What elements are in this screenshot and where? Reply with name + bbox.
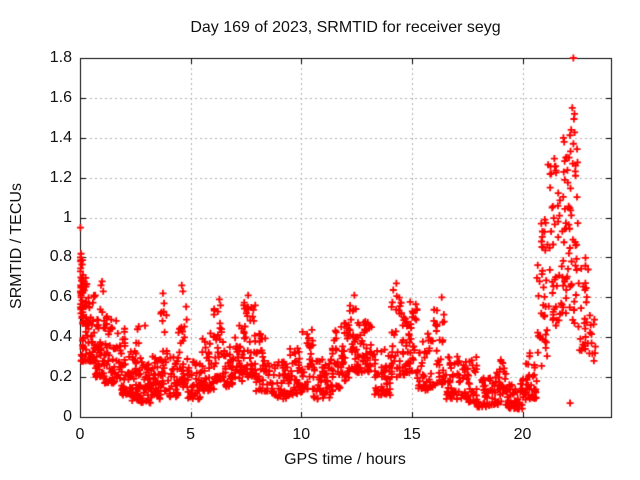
x-axis-label: GPS time / hours [284, 451, 406, 468]
x-tick-label: 15 [402, 426, 421, 443]
y-tick-label: 0.6 [49, 288, 72, 306]
y-tick-label: 1.6 [49, 88, 72, 106]
y-tick-label: 0 [63, 408, 72, 425]
y-tick-label: 1.2 [49, 168, 72, 186]
y-tick-label: 1 [63, 208, 72, 226]
y-tick-label: 0.8 [49, 248, 72, 266]
x-tick-label: 10 [292, 426, 311, 443]
y-tick-label: 1.4 [49, 128, 72, 146]
y-tick-label: 1.8 [49, 49, 72, 66]
x-tick-label: 0 [75, 426, 85, 443]
y-tick-label: 0.2 [49, 368, 72, 386]
x-tick-label: 20 [513, 426, 532, 443]
y-tick-label: 0.4 [49, 328, 72, 346]
x-tick-label: 5 [186, 426, 196, 443]
chart-title: Day 169 of 2023, SRMTID for receiver sey… [190, 19, 501, 36]
